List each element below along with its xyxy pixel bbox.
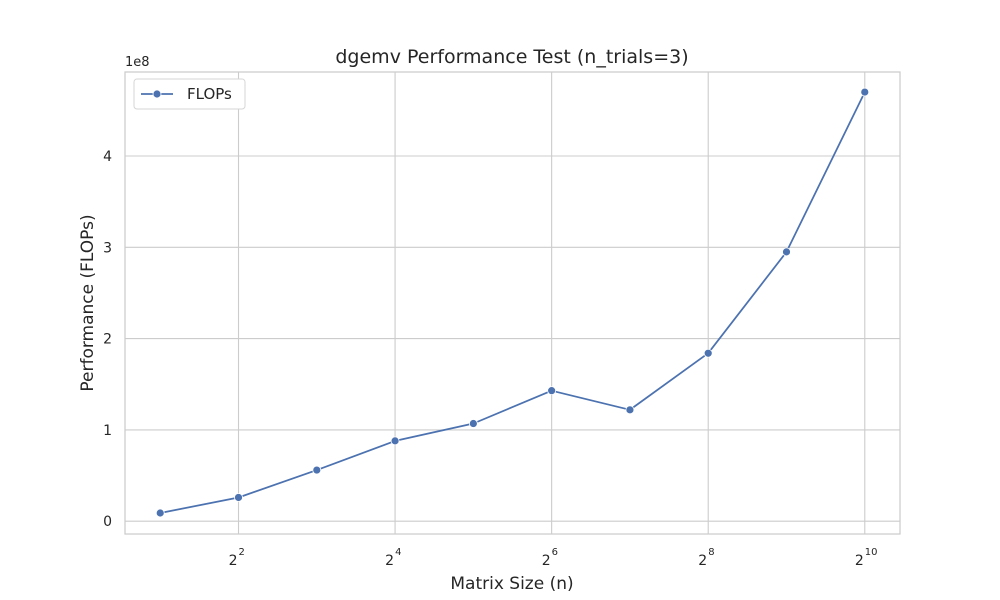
- gridlines: [125, 72, 900, 534]
- data-point: [468, 419, 478, 428]
- x-tick-exponent: 10: [865, 547, 878, 558]
- x-tick-exponent: 6: [552, 547, 558, 558]
- data-point: [312, 465, 322, 475]
- y-tick-label: 0: [103, 514, 112, 530]
- y-tick-label: 3: [103, 240, 112, 256]
- legend-box: [133, 78, 246, 110]
- series-line: [160, 91, 866, 514]
- chart-title: dgemv Performance Test (n_trials=3): [335, 46, 688, 68]
- y-tick-labels: 0 1 2 3 4: [103, 149, 112, 530]
- data-point: [860, 87, 870, 97]
- data-point: [782, 247, 791, 257]
- x-tick-exponent: 8: [708, 547, 714, 558]
- y-tick-label: 4: [103, 149, 112, 165]
- data-point: [234, 493, 243, 502]
- legend-marker: [152, 89, 162, 99]
- x-axis-label: Matrix Size (n): [450, 574, 573, 594]
- x-tick-label: 2: [229, 553, 238, 569]
- x-tick-label: 2: [385, 553, 394, 569]
- legend-label: FLOPs: [187, 85, 232, 103]
- y-offset-label: 1e8: [125, 55, 150, 70]
- y-axis-label: Performance (FLOPs): [78, 214, 98, 391]
- x-tick-exponent: 2: [239, 547, 245, 558]
- x-tick-label: 2: [542, 553, 551, 569]
- plot-frame: [124, 71, 901, 535]
- x-tick-label: 2: [855, 553, 864, 569]
- legend: FLOPs: [133, 78, 246, 110]
- x-tick-exponent: 4: [395, 547, 401, 558]
- y-tick-label: 2: [103, 332, 112, 348]
- y-tick-label: 1: [103, 423, 112, 439]
- data-point: [625, 405, 635, 415]
- data-point: [155, 508, 165, 518]
- data-point: [547, 386, 557, 396]
- x-tick-label: 2: [698, 553, 707, 569]
- data-point: [390, 436, 400, 446]
- data-point: [703, 348, 713, 358]
- series-layer: [155, 87, 870, 518]
